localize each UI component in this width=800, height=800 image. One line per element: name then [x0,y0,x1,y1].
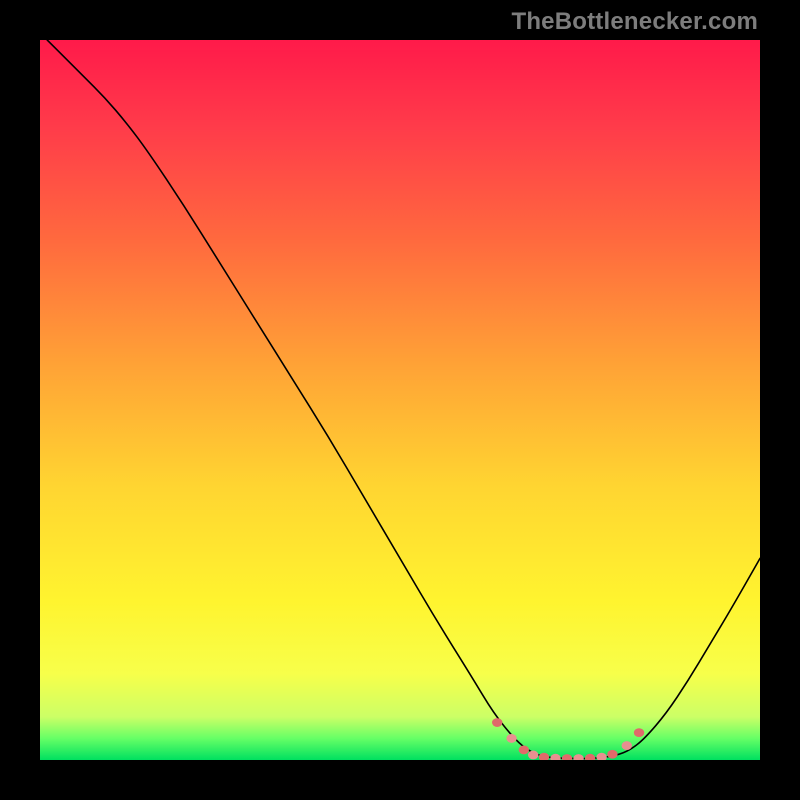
curve-marker [622,741,632,750]
curve-marker [528,751,538,760]
curve-marker [492,718,502,727]
curve-marker [550,754,560,760]
curve-marker [607,750,617,759]
frame-right [760,0,800,800]
curve-marker [506,734,516,743]
frame-left [0,0,40,800]
frame-bottom [0,760,800,800]
curve-marker [585,754,595,760]
curve-marker [519,746,529,755]
frame-top [0,0,800,40]
chart-container: TheBottlenecker.com [0,0,800,800]
plot-area [40,40,760,760]
bottleneck-curve [47,40,760,759]
curve-marker [539,753,549,760]
curve-marker [573,754,583,760]
curve-marker [562,754,572,760]
curve-layer [40,40,760,760]
curve-marker [596,753,606,760]
curve-marker [634,728,644,737]
